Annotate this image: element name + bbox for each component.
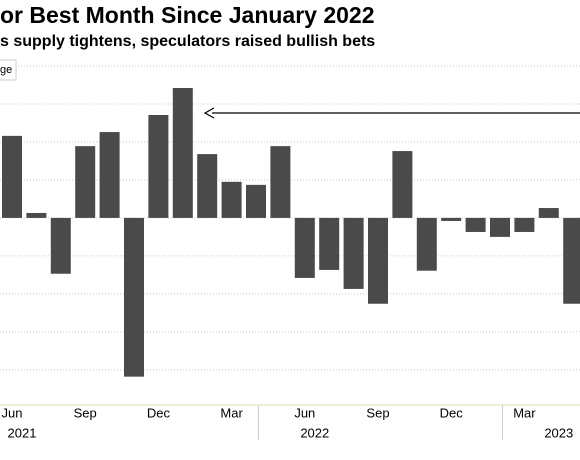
- bar: [172, 88, 193, 218]
- bar: [319, 217, 340, 270]
- legend-box: [0, 59, 17, 81]
- x-tick-label: Mar: [513, 405, 536, 420]
- bar: [246, 184, 266, 218]
- bar: [26, 212, 47, 218]
- x-group-label: 2023: [544, 425, 573, 440]
- bar: [148, 114, 169, 218]
- bar: [465, 217, 486, 232]
- plot: Jun Sep Dec Mar Jun Sep Dec Mar 2021 2022 2023: [0, 65, 580, 440]
- x-tick-label: Mar: [220, 405, 243, 420]
- x-tick-label: Jun: [294, 405, 315, 420]
- x-tick-label: Sep: [366, 405, 389, 420]
- legend-label: ge: [0, 64, 12, 76]
- x-group-label: 2022: [300, 425, 329, 440]
- bar: [270, 146, 291, 218]
- bar: [124, 217, 144, 377]
- bar: [294, 217, 315, 278]
- bar: [221, 181, 242, 218]
- bar: [343, 217, 364, 289]
- arrow-head: [203, 107, 215, 119]
- bar: [441, 217, 462, 221]
- x-tick-label: Jun: [2, 405, 23, 420]
- bar: [514, 217, 535, 232]
- bar: [50, 217, 71, 274]
- bar: [197, 154, 218, 218]
- bar: [416, 217, 437, 271]
- bar: [490, 217, 510, 237]
- bar: [538, 208, 559, 218]
- bar: [563, 217, 580, 304]
- bar: [368, 217, 388, 304]
- bar: [75, 146, 96, 218]
- chart-title: or Best Month Since January 2022: [0, 2, 375, 28]
- bar: [99, 132, 120, 218]
- bar: [2, 135, 22, 218]
- x-tick-label: Dec: [440, 405, 464, 420]
- x-tick-label: Dec: [147, 405, 171, 420]
- chart-subtitle: s supply tightens, speculators raised bu…: [0, 33, 375, 50]
- x-group-label: 2021: [8, 425, 37, 440]
- x-tick-label: Sep: [74, 405, 97, 420]
- bar: [392, 151, 413, 218]
